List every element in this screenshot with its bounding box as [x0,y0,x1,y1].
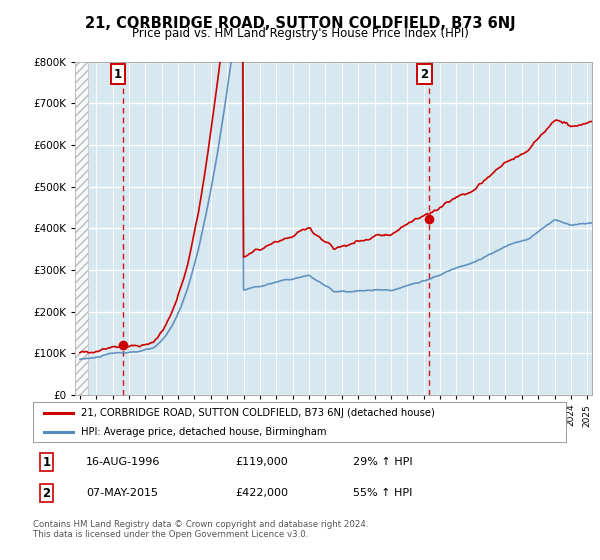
Text: £119,000: £119,000 [235,457,288,467]
Text: 2: 2 [42,487,50,500]
Text: Contains HM Land Registry data © Crown copyright and database right 2024.
This d: Contains HM Land Registry data © Crown c… [33,520,368,539]
Text: 16-AUG-1996: 16-AUG-1996 [86,457,161,467]
Text: 21, CORBRIDGE ROAD, SUTTON COLDFIELD, B73 6NJ (detached house): 21, CORBRIDGE ROAD, SUTTON COLDFIELD, B7… [81,408,435,418]
Text: Price paid vs. HM Land Registry's House Price Index (HPI): Price paid vs. HM Land Registry's House … [131,27,469,40]
Text: 2: 2 [421,68,428,81]
Text: £422,000: £422,000 [235,488,289,498]
Text: 1: 1 [42,456,50,469]
Text: 21, CORBRIDGE ROAD, SUTTON COLDFIELD, B73 6NJ: 21, CORBRIDGE ROAD, SUTTON COLDFIELD, B7… [85,16,515,31]
Text: 55% ↑ HPI: 55% ↑ HPI [353,488,412,498]
Text: 07-MAY-2015: 07-MAY-2015 [86,488,158,498]
Text: 29% ↑ HPI: 29% ↑ HPI [353,457,412,467]
Text: HPI: Average price, detached house, Birmingham: HPI: Average price, detached house, Birm… [81,427,326,436]
Text: 1: 1 [114,68,122,81]
